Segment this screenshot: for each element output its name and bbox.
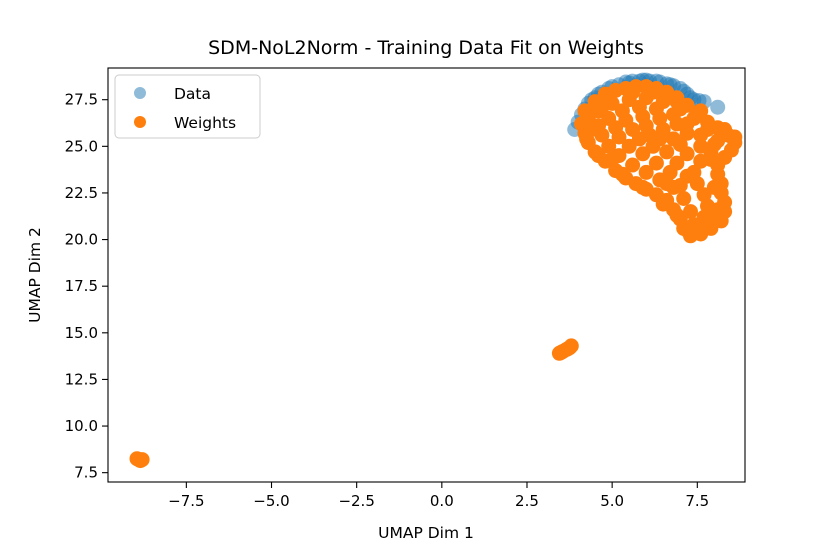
point-weights-87 — [693, 127, 709, 143]
point-weights-120 — [669, 94, 685, 110]
point-weights-117 — [594, 99, 610, 115]
plot-points — [129, 72, 743, 469]
point-weights-88 — [693, 138, 709, 154]
point-weights-92 — [648, 155, 664, 171]
point-weights-111 — [642, 127, 658, 143]
point-weights-119 — [645, 84, 661, 100]
x-tick-label: 7.5 — [685, 492, 709, 510]
point-weights-109 — [666, 131, 681, 147]
plot-frame — [107, 67, 746, 483]
legend-marker-weights — [134, 116, 146, 128]
x-tick-label: −2.5 — [338, 492, 374, 510]
point-weights-114 — [659, 176, 675, 192]
point-weights-101 — [679, 125, 695, 141]
point-weights-132 — [655, 196, 671, 212]
x-axis-label: UMAP Dim 1 — [378, 524, 474, 542]
x-tick-label: −5.0 — [253, 492, 289, 510]
x-tick-label: 2.5 — [515, 492, 539, 510]
x-axis: −7.5 −5.0 −2.5 0.0 2.5 5.0 7.5 — [168, 482, 709, 510]
point-weights-78 — [601, 138, 617, 154]
point-weights-125 — [703, 151, 719, 167]
point-weights-118 — [625, 84, 641, 100]
point-weights-135 — [591, 148, 606, 164]
legend-label-weights: Weights — [174, 114, 236, 132]
y-tick-label: 7.5 — [74, 464, 98, 482]
legend-label-data: Data — [174, 85, 211, 103]
point-weights-131 — [669, 207, 685, 223]
point-weights-100 — [669, 116, 685, 132]
point-weights-10 — [560, 341, 576, 357]
y-tick-label: 25.0 — [65, 137, 98, 155]
point-weights-129 — [693, 220, 709, 236]
y-tick-label: 10.0 — [65, 417, 98, 435]
y-tick-label: 12.5 — [65, 370, 98, 388]
point-weights-121 — [693, 103, 709, 119]
point-weights-128 — [703, 209, 719, 225]
x-tick-label: −7.5 — [168, 492, 204, 510]
point-weights-3 — [134, 452, 150, 468]
point-weights-130 — [679, 222, 695, 238]
legend-box — [114, 74, 261, 139]
y-tick-label: 20.0 — [65, 231, 98, 249]
chart-title: SDM-NoL2Norm - Training Data Fit on Weig… — [208, 37, 644, 59]
point-weights-103 — [659, 144, 675, 160]
point-weights-136 — [579, 131, 595, 147]
y-axis-label: UMAP Dim 2 — [26, 227, 44, 323]
series-weights — [129, 79, 743, 469]
point-weights-71 — [683, 204, 698, 220]
x-tick-label: 0.0 — [430, 492, 454, 510]
y-tick-label: 17.5 — [65, 277, 98, 295]
point-weights-72 — [676, 191, 692, 206]
point-weights-133 — [635, 179, 651, 195]
y-tick-label: 27.5 — [65, 91, 98, 109]
point-weights-76 — [625, 157, 641, 173]
point-weights-134 — [614, 166, 630, 182]
point-weights-124 — [706, 137, 722, 152]
y-tick-label: 15.0 — [65, 324, 98, 342]
y-axis: 7.5 10.0 12.5 15.0 17.5 20.0 22.5 25.0 27.5 — [65, 91, 108, 482]
point-weights-115 — [604, 151, 620, 167]
point-weights-113 — [672, 178, 688, 193]
legend-marker-data — [134, 87, 146, 99]
point-weights-126 — [706, 179, 722, 195]
x-tick-label: 5.0 — [600, 492, 624, 510]
point-weights-123 — [727, 129, 743, 145]
point-weights-106 — [625, 122, 641, 137]
point-data-16 — [710, 99, 726, 115]
legend: Data Weights — [114, 74, 261, 139]
y-tick-label: 22.5 — [65, 184, 98, 202]
point-weights-75 — [638, 164, 654, 180]
